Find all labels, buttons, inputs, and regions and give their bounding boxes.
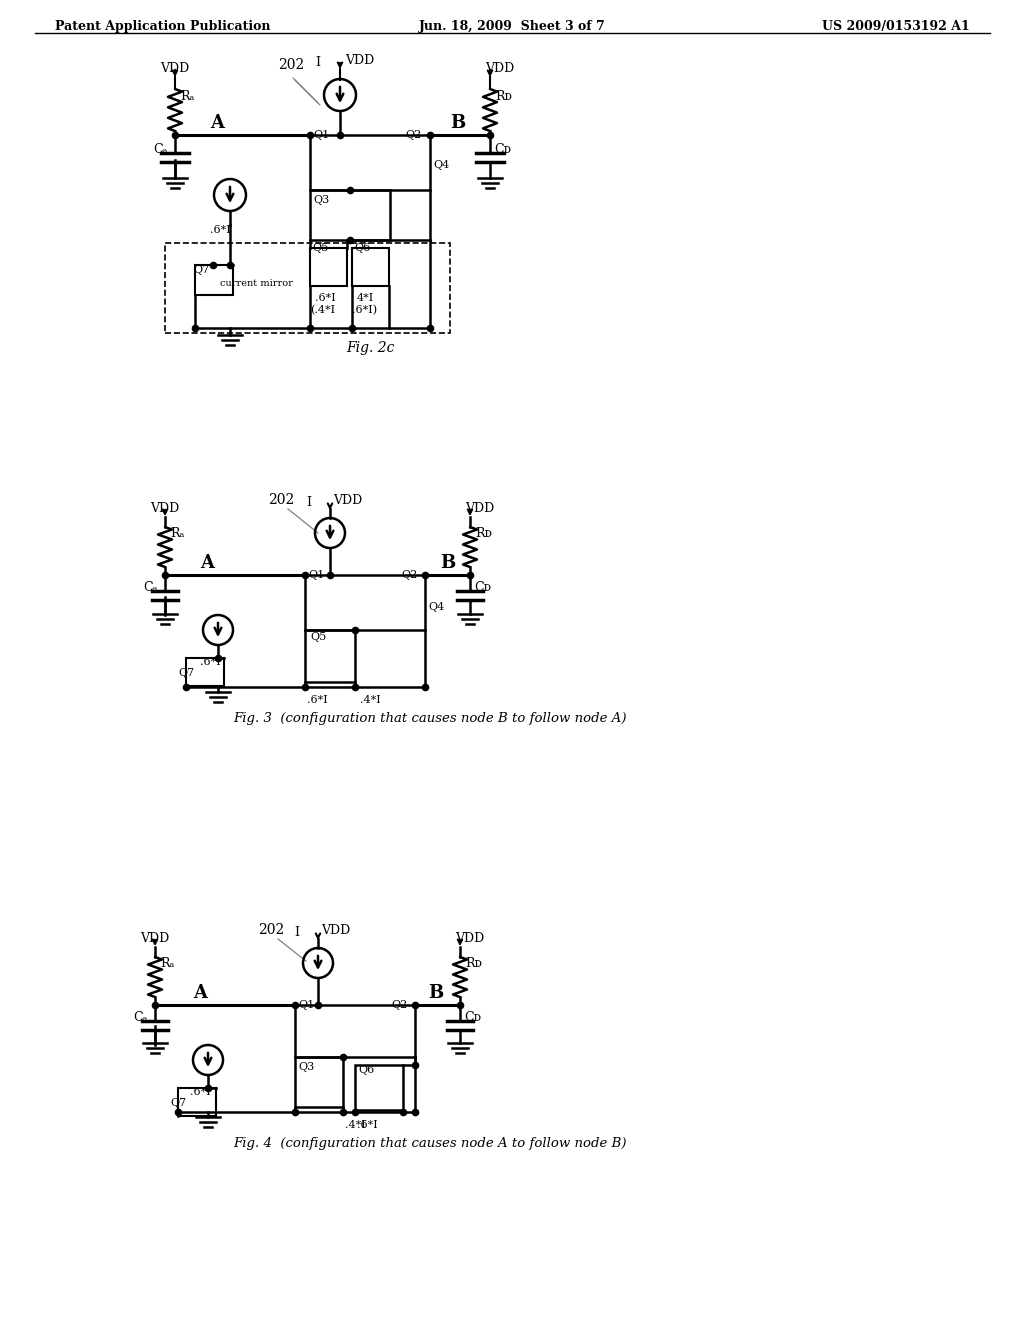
Text: Q4: Q4 xyxy=(433,160,450,170)
Text: Q1: Q1 xyxy=(308,570,325,579)
Text: Q2: Q2 xyxy=(406,129,421,140)
Text: .6*I: .6*I xyxy=(307,696,328,705)
Text: A: A xyxy=(210,114,224,132)
Bar xyxy=(310,135,430,190)
Bar xyxy=(305,630,355,682)
Bar xyxy=(352,248,389,286)
Text: .4*I: .4*I xyxy=(360,696,381,705)
Text: Cₐ: Cₐ xyxy=(153,143,168,156)
Text: 202: 202 xyxy=(278,58,304,73)
Text: Cᴅ: Cᴅ xyxy=(474,581,490,594)
Text: Fig. 4  (configuration that causes node A to follow node B): Fig. 4 (configuration that causes node A… xyxy=(233,1137,627,1150)
Text: Q2: Q2 xyxy=(391,1001,408,1010)
Bar xyxy=(295,1057,343,1107)
Text: I: I xyxy=(315,55,319,69)
Text: 202: 202 xyxy=(258,923,285,937)
Text: current mirror: current mirror xyxy=(220,279,293,288)
Bar xyxy=(305,576,425,630)
Text: VDD: VDD xyxy=(140,932,169,945)
Text: VDD: VDD xyxy=(321,924,350,937)
Text: Rₐ: Rₐ xyxy=(160,957,174,970)
Text: A: A xyxy=(193,983,207,1002)
Text: VDD: VDD xyxy=(465,502,495,515)
Text: Rₐ: Rₐ xyxy=(170,527,184,540)
Text: VDD: VDD xyxy=(160,62,189,75)
Text: Q7: Q7 xyxy=(170,1098,186,1107)
Text: Fig. 2c: Fig. 2c xyxy=(346,341,394,355)
Text: Rᴅ: Rᴅ xyxy=(465,957,482,970)
Bar xyxy=(295,1005,415,1057)
Text: Q5: Q5 xyxy=(312,243,329,253)
Text: VDD: VDD xyxy=(455,932,484,945)
Bar xyxy=(186,657,224,686)
Text: Q6: Q6 xyxy=(358,1065,374,1074)
Text: A: A xyxy=(200,554,214,572)
Text: VDD: VDD xyxy=(150,502,179,515)
Text: .4*I: .4*I xyxy=(345,1119,366,1130)
Text: Rᴅ: Rᴅ xyxy=(495,90,512,103)
Bar xyxy=(195,265,233,294)
Text: Q2: Q2 xyxy=(401,570,417,579)
Bar xyxy=(178,1088,216,1115)
Text: .6*I: .6*I xyxy=(357,1119,378,1130)
Bar xyxy=(165,243,450,333)
Bar xyxy=(310,248,347,286)
Text: 4*I: 4*I xyxy=(357,293,374,304)
Text: Cᴅ: Cᴅ xyxy=(464,1011,481,1024)
Text: .6*I: .6*I xyxy=(200,657,221,667)
Text: (.4*I: (.4*I xyxy=(310,305,335,315)
Text: .6*I: .6*I xyxy=(210,224,230,235)
Text: US 2009/0153192 A1: US 2009/0153192 A1 xyxy=(822,20,970,33)
Text: Cₐ: Cₐ xyxy=(143,581,158,594)
Text: Q1: Q1 xyxy=(313,129,330,140)
Text: .6*I: .6*I xyxy=(315,293,336,304)
Text: VDD: VDD xyxy=(345,54,374,67)
Text: I: I xyxy=(294,927,299,939)
Text: Cᴅ: Cᴅ xyxy=(494,143,511,156)
Text: VDD: VDD xyxy=(333,494,362,507)
Text: Q5: Q5 xyxy=(310,632,327,642)
Text: VDD: VDD xyxy=(485,62,514,75)
Bar xyxy=(310,190,390,240)
Text: Rᴅ: Rᴅ xyxy=(475,527,492,540)
Text: Q1: Q1 xyxy=(298,1001,314,1010)
Text: Jun. 18, 2009  Sheet 3 of 7: Jun. 18, 2009 Sheet 3 of 7 xyxy=(419,20,605,33)
Text: 202: 202 xyxy=(268,492,294,507)
Text: .6*I: .6*I xyxy=(190,1086,211,1097)
Text: Cₐ: Cₐ xyxy=(133,1011,147,1024)
Text: Patent Application Publication: Patent Application Publication xyxy=(55,20,270,33)
Text: B: B xyxy=(440,554,456,572)
Text: Q7: Q7 xyxy=(178,668,195,678)
Text: B: B xyxy=(428,983,443,1002)
Text: .6*I): .6*I) xyxy=(352,305,377,315)
Text: B: B xyxy=(450,114,465,132)
Text: Q3: Q3 xyxy=(313,195,330,205)
Text: Rₐ: Rₐ xyxy=(180,90,195,103)
Text: Q7: Q7 xyxy=(193,265,209,275)
Text: Q4: Q4 xyxy=(428,602,444,612)
Text: I: I xyxy=(306,496,311,510)
Text: Fig. 3  (configuration that causes node B to follow node A): Fig. 3 (configuration that causes node B… xyxy=(233,711,627,725)
Text: Q6: Q6 xyxy=(354,243,371,253)
Text: Q3: Q3 xyxy=(298,1063,314,1072)
Bar xyxy=(355,1065,403,1110)
